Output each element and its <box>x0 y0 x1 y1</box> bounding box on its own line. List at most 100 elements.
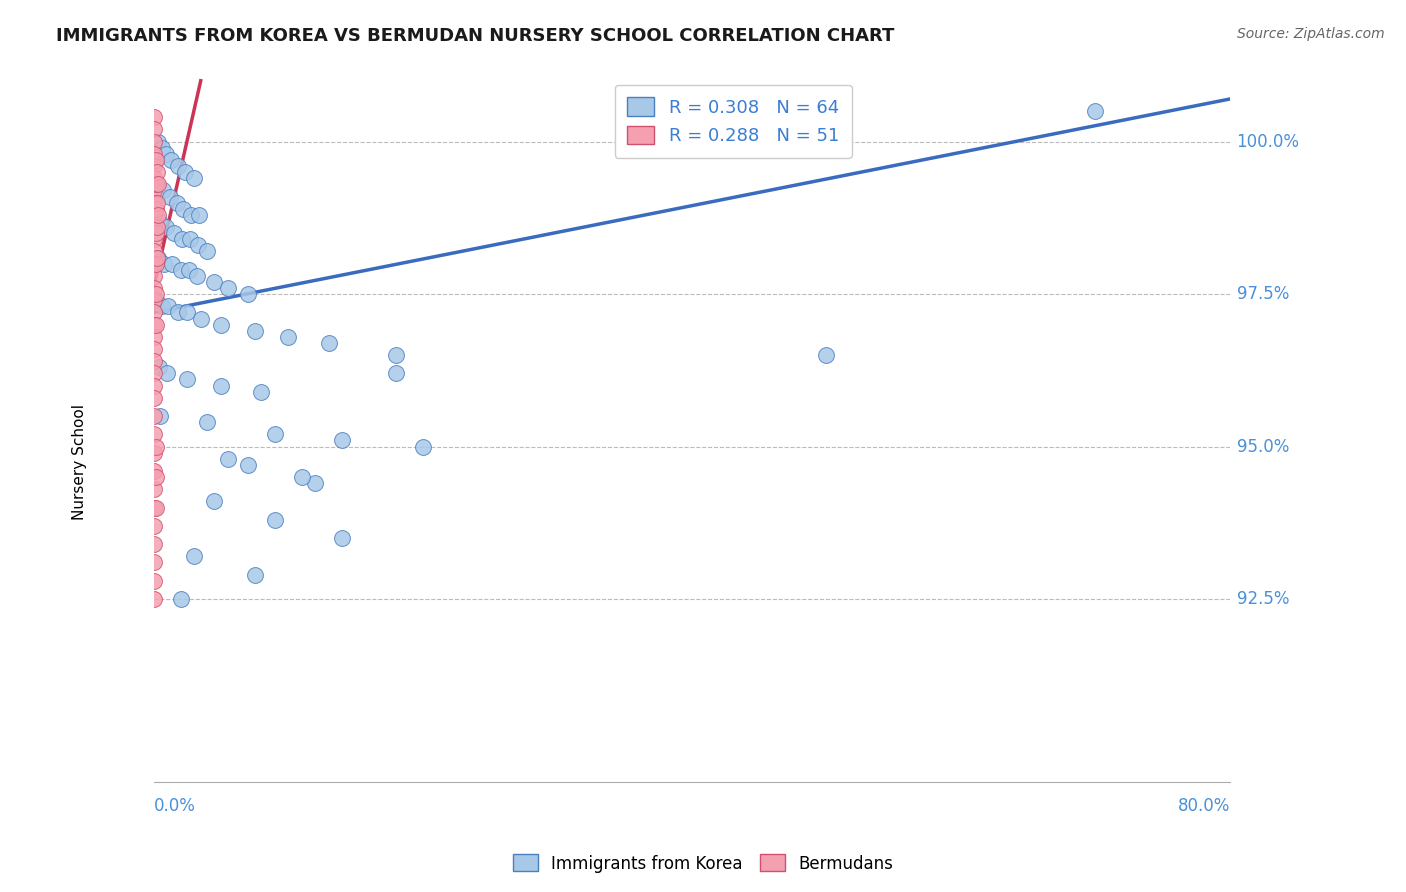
Point <box>177 262 200 277</box>
Point <box>143 147 166 161</box>
Point <box>143 281 166 295</box>
Point <box>150 141 173 155</box>
Legend: Immigrants from Korea, Bermudans: Immigrants from Korea, Bermudans <box>506 847 900 880</box>
Point <box>145 287 167 301</box>
Point <box>170 232 193 246</box>
Point <box>143 391 166 405</box>
Point <box>143 409 166 423</box>
Point <box>145 226 167 240</box>
Point <box>145 202 167 216</box>
Point <box>236 287 259 301</box>
Point <box>143 378 166 392</box>
Point <box>143 159 166 173</box>
Point <box>173 165 195 179</box>
Point <box>156 367 179 381</box>
Point <box>412 440 434 454</box>
Point <box>330 434 353 448</box>
Point <box>145 153 167 167</box>
Point <box>190 311 212 326</box>
Point <box>143 171 166 186</box>
Point <box>209 378 232 392</box>
Point <box>143 293 166 308</box>
Point <box>146 220 169 235</box>
Point <box>217 451 239 466</box>
Point <box>188 208 211 222</box>
Point <box>187 238 209 252</box>
Point <box>160 153 183 167</box>
Point <box>145 500 167 515</box>
Point <box>148 360 170 375</box>
Point <box>143 342 166 356</box>
Point <box>1084 104 1107 119</box>
Text: 0.0%: 0.0% <box>153 797 195 815</box>
Point <box>318 335 340 350</box>
Point <box>157 299 180 313</box>
Point <box>146 135 169 149</box>
Point <box>143 330 166 344</box>
Point <box>304 476 326 491</box>
Point <box>145 470 167 484</box>
Point <box>162 257 184 271</box>
Point <box>143 122 166 136</box>
Point <box>183 549 205 564</box>
Point <box>146 165 169 179</box>
Point <box>202 275 225 289</box>
Point <box>143 574 166 588</box>
Point <box>143 367 166 381</box>
Text: 92.5%: 92.5% <box>1236 590 1289 608</box>
Point <box>815 348 838 362</box>
Point <box>143 232 166 246</box>
Point <box>263 513 285 527</box>
Point <box>155 147 177 161</box>
Point <box>143 305 166 319</box>
Text: Nursery School: Nursery School <box>72 404 87 520</box>
Point <box>145 293 167 308</box>
Point <box>148 178 170 192</box>
Point <box>169 262 191 277</box>
Point <box>236 458 259 472</box>
Point <box>155 220 177 235</box>
Point <box>330 531 353 545</box>
Point <box>143 427 166 442</box>
Point <box>143 318 166 332</box>
Point <box>197 244 219 259</box>
Point <box>143 354 166 368</box>
Point <box>217 281 239 295</box>
Legend: R = 0.308   N = 64, R = 0.288   N = 51: R = 0.308 N = 64, R = 0.288 N = 51 <box>614 85 852 158</box>
Point <box>148 214 170 228</box>
Text: 95.0%: 95.0% <box>1236 438 1289 456</box>
Point <box>166 195 188 210</box>
Text: 97.5%: 97.5% <box>1236 285 1289 303</box>
Point <box>169 591 191 606</box>
Point <box>143 220 166 235</box>
Point <box>143 518 166 533</box>
Point <box>172 202 194 216</box>
Point <box>146 195 169 210</box>
Point <box>150 299 173 313</box>
Point <box>250 384 273 399</box>
Point <box>143 268 166 283</box>
Point <box>145 178 167 192</box>
Point <box>146 251 169 265</box>
Point <box>243 324 266 338</box>
Point <box>148 208 170 222</box>
Point <box>167 159 190 173</box>
Text: IMMIGRANTS FROM KOREA VS BERMUDAN NURSERY SCHOOL CORRELATION CHART: IMMIGRANTS FROM KOREA VS BERMUDAN NURSER… <box>56 27 894 45</box>
Point <box>143 184 166 198</box>
Point <box>163 226 186 240</box>
Point <box>197 415 219 429</box>
Point <box>176 305 198 319</box>
Text: 100.0%: 100.0% <box>1236 133 1299 151</box>
Point <box>384 348 406 362</box>
Point <box>143 500 166 515</box>
Point <box>143 482 166 496</box>
Point <box>183 171 205 186</box>
Point <box>143 257 166 271</box>
Point <box>209 318 232 332</box>
Point <box>143 208 166 222</box>
Point <box>159 189 181 203</box>
Point <box>145 257 167 271</box>
Point <box>186 268 208 283</box>
Point <box>143 464 166 478</box>
Point <box>143 244 166 259</box>
